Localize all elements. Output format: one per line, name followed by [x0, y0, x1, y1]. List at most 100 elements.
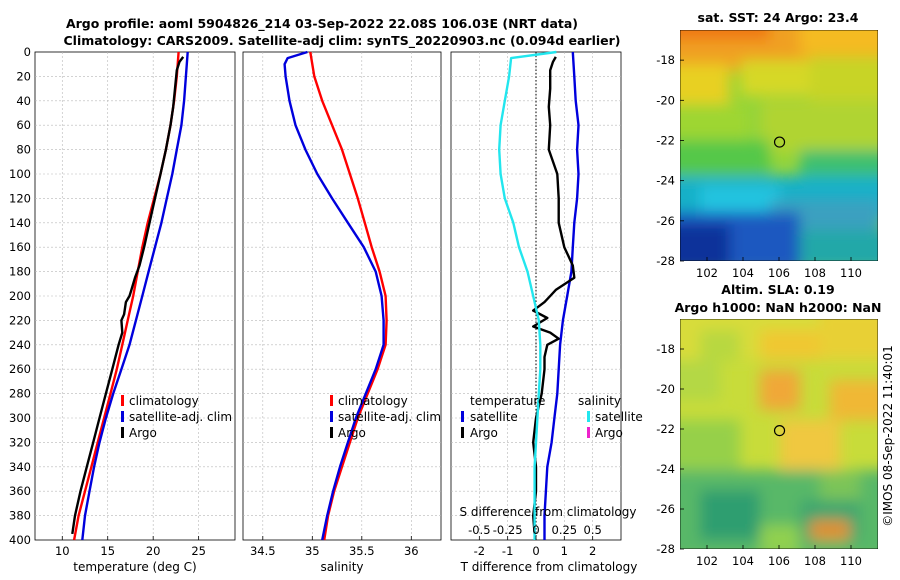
legend-s-argo-swatch: [587, 427, 590, 438]
legend-s-sat-swatch: [587, 411, 590, 422]
argo-location-marker: [773, 425, 786, 437]
y-tick-label: -20: [656, 382, 675, 396]
x-tick-label: 34.5: [250, 544, 276, 558]
y-tick-label: -20: [656, 93, 675, 107]
s-difference-label: S difference from climatology: [460, 505, 637, 519]
legend-sat-label: satellite-adj. clim: [129, 410, 232, 424]
x-tick-label: 102: [696, 266, 718, 280]
y-tick-label: 140: [9, 216, 31, 230]
temperature-xlabel: temperature (deg C): [73, 560, 196, 574]
y-tick-label: 320: [9, 435, 31, 449]
legend-argo-swatch: [330, 427, 333, 438]
legend-clim-label: climatology: [338, 394, 408, 408]
s-tick-label: 0: [532, 523, 539, 537]
t-difference-xlabel: T difference from climatology: [460, 560, 638, 574]
x-tick-label: 20: [146, 544, 161, 558]
y-tick-label: 220: [9, 313, 31, 327]
y-tick-label: 40: [16, 94, 31, 108]
series-line-sat: [81, 51, 189, 541]
y-tick-label: 380: [9, 509, 31, 523]
legend-t-sat-label: satellite: [470, 410, 518, 424]
y-tick-label: 0: [24, 45, 31, 59]
temperature-panel: 0 20 40 60 80 100 120 140 160 180 200 220 240 260 280 3…: [9, 45, 236, 574]
sla-heatmap: [680, 319, 878, 549]
y-tick-label: -22: [656, 422, 675, 436]
series-line-sat: [543, 51, 580, 540]
x-tick-label: 108: [804, 554, 826, 568]
sst-map-title: sat. SST: 24 Argo: 23.4: [698, 10, 859, 25]
legend-sat-label: satellite-adj. clim: [338, 410, 441, 424]
x-tick-label: 106: [768, 266, 790, 280]
x-tick-label: 2: [589, 544, 596, 558]
figure-title-line2: Climatology: CARS2009. Satellite-adj cli…: [63, 33, 620, 49]
legend-argo-label: Argo: [338, 426, 366, 440]
x-tick-label: 104: [732, 266, 754, 280]
y-tick-label: -18: [656, 53, 675, 67]
y-tick-label: 20: [16, 69, 31, 83]
sla-map-title: Altim. SLA: 0.19: [721, 282, 834, 297]
y-tick-label: 360: [9, 484, 31, 498]
legend-t-argo-swatch: [461, 427, 464, 438]
sla-map-panel: Altim. SLA: 0.19 Argo h1000: NaN h2000: …: [656, 282, 882, 568]
s-tick-label: -0.25: [493, 523, 523, 537]
y-tick-label: -26: [656, 502, 675, 516]
x-tick-label: 15: [100, 544, 115, 558]
s-tick-label: 0.25: [552, 523, 578, 537]
salinity-xlabel: salinity: [320, 560, 363, 574]
y-tick-label: 180: [9, 265, 31, 279]
x-tick-label: -2: [474, 544, 485, 558]
argo-location-marker: [773, 136, 786, 148]
series-line-argo: [71, 56, 185, 535]
s-tick-label: 0.5: [584, 523, 602, 537]
x-tick-label: 10: [55, 544, 70, 558]
difference-panel: -2 -1 0 1 2 -0.5 -0.25 0 0.25 0.5 S difference f…: [450, 50, 643, 574]
y-tick-label: 240: [9, 338, 31, 352]
y-tick-label: -26: [656, 214, 675, 228]
legend-clim-label: climatology: [129, 394, 199, 408]
y-tick-label: 60: [16, 118, 31, 132]
legend-s-sat-label: satellite: [595, 410, 643, 424]
y-tick-label: 100: [9, 167, 31, 181]
difference-legend: temperature satellite Argo salinity sate…: [461, 394, 643, 440]
x-tick-label: 108: [804, 266, 826, 280]
legend-clim-swatch: [330, 395, 333, 406]
sst-heatmap: [680, 30, 878, 261]
y-tick-label: -18: [656, 342, 675, 356]
x-tick-label: 1: [561, 544, 568, 558]
legend-argo-label: Argo: [129, 426, 157, 440]
sla-map-subtitle: Argo h1000: NaN h2000: NaN: [675, 300, 882, 315]
imos-credit: ©IMOS 08-Sep-2022 11:40:01: [881, 345, 895, 527]
temperature-legend: climatology satellite-adj. clim Argo: [121, 394, 232, 440]
x-tick-label: 110: [840, 554, 862, 568]
y-tick-label: 260: [9, 362, 31, 376]
x-tick-label: 35.5: [349, 544, 375, 558]
series-line-sat_salinity: [498, 50, 557, 540]
x-tick-label: 36: [404, 544, 419, 558]
legend-sat-swatch: [121, 411, 124, 422]
legend-argo-swatch: [121, 427, 124, 438]
figure-title-line1: Argo profile: aoml 5904826_214 03-Sep-20…: [66, 16, 578, 32]
legend-t-argo-label: Argo: [470, 426, 498, 440]
x-tick-label: -1: [502, 544, 513, 558]
legend-s-head: salinity: [578, 394, 621, 408]
series-line-argo: [532, 56, 576, 534]
y-tick-label: 300: [9, 411, 31, 425]
sst-map-panel: sat. SST: 24 Argo: 23.4: [656, 10, 878, 280]
legend-sat-swatch: [330, 411, 333, 422]
y-tick-label: -24: [656, 462, 675, 476]
series-line-sat: [283, 50, 385, 541]
y-tick-label: -28: [656, 254, 675, 268]
x-tick-label: 106: [768, 554, 790, 568]
legend-clim-swatch: [121, 395, 124, 406]
x-tick-label: 104: [732, 554, 754, 568]
y-tick-label: -28: [656, 542, 675, 556]
y-tick-label: -24: [656, 174, 675, 188]
x-tick-label: 25: [191, 544, 206, 558]
y-tick-label: 280: [9, 387, 31, 401]
x-tick-label: 102: [696, 554, 718, 568]
y-tick-label: 400: [9, 533, 31, 547]
s-tick-label: -0.5: [468, 523, 490, 537]
series-line-clim: [309, 51, 388, 541]
x-tick-label: 35: [305, 544, 320, 558]
